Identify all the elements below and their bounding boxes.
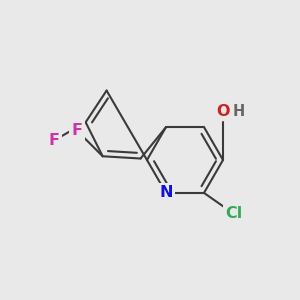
Text: F: F <box>49 133 60 148</box>
Text: N: N <box>159 185 173 200</box>
Text: O: O <box>216 104 230 119</box>
Text: F: F <box>72 123 83 138</box>
Text: Cl: Cl <box>225 206 242 221</box>
Text: H: H <box>233 104 245 119</box>
